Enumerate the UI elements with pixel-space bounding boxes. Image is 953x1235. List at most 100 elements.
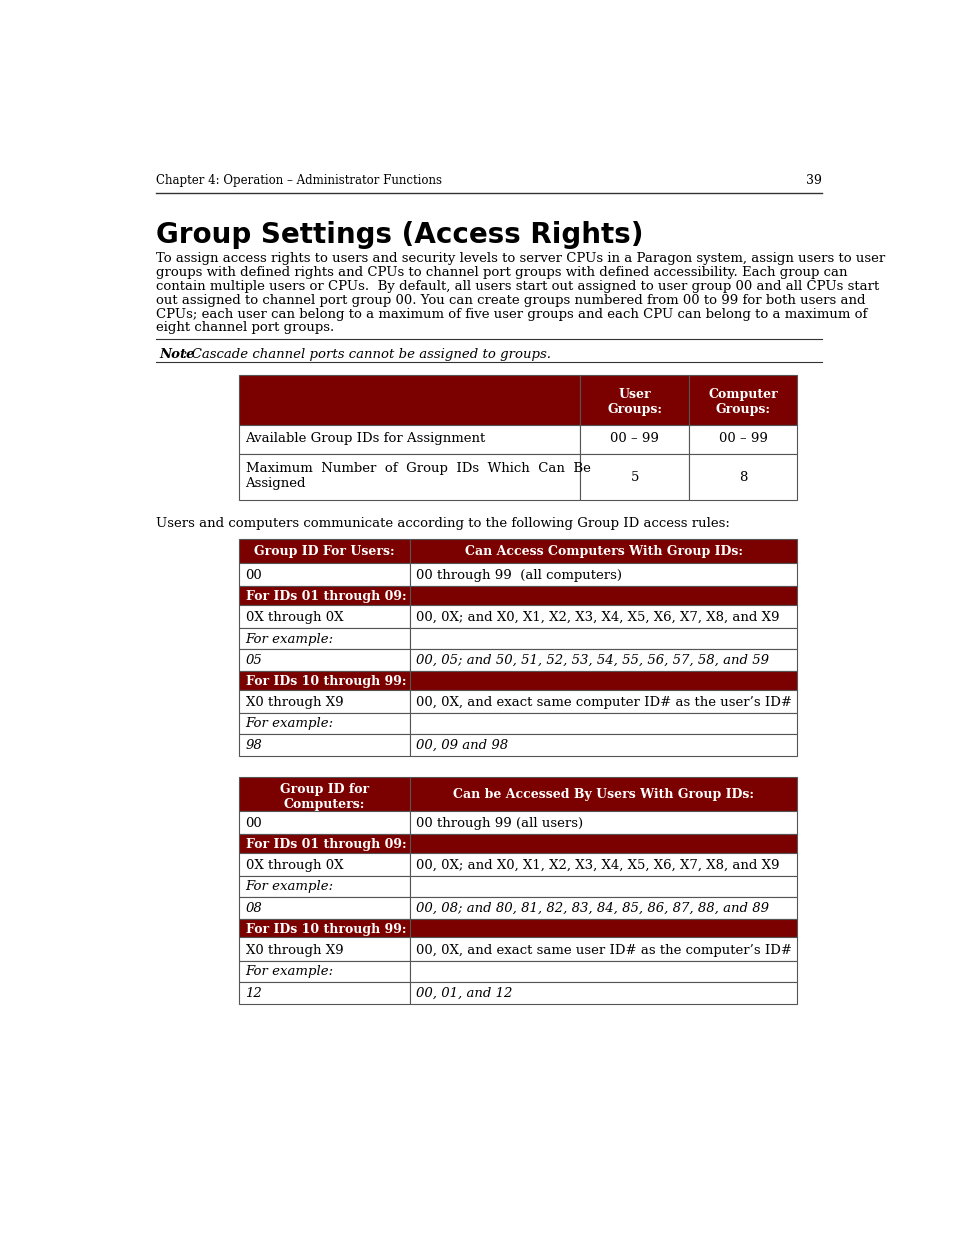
- Text: 00: 00: [245, 569, 262, 583]
- Bar: [239, 650, 410, 671]
- Text: For IDs 10 through 99:: For IDs 10 through 99:: [245, 923, 406, 936]
- Bar: [410, 734, 797, 756]
- Text: 00, 09 and 98: 00, 09 and 98: [416, 739, 508, 752]
- Text: 98: 98: [245, 739, 262, 752]
- Text: Group ID For Users:: Group ID For Users:: [254, 545, 395, 558]
- Bar: [239, 835, 410, 852]
- Text: For example:: For example:: [245, 881, 334, 893]
- Text: groups with defined rights and CPUs to channel port groups with defined accessib: groups with defined rights and CPUs to c…: [155, 266, 846, 279]
- Text: Can Access Computers With Group IDs:: Can Access Computers With Group IDs:: [464, 545, 741, 558]
- Bar: [410, 982, 797, 1004]
- Bar: [239, 876, 410, 898]
- Text: 00, 01, and 12: 00, 01, and 12: [416, 987, 512, 999]
- Text: Available Group IDs for Assignment: Available Group IDs for Assignment: [245, 432, 485, 446]
- Bar: [239, 734, 410, 756]
- Bar: [239, 898, 410, 919]
- Bar: [688, 425, 797, 454]
- Text: 00, 0X, and exact same user ID# as the computer’s ID#: 00, 0X, and exact same user ID# as the c…: [416, 944, 791, 957]
- Bar: [410, 852, 797, 876]
- Text: 39: 39: [805, 174, 821, 186]
- Bar: [239, 605, 410, 627]
- Bar: [410, 835, 797, 852]
- Bar: [239, 374, 579, 425]
- Bar: [410, 937, 797, 961]
- Text: : Cascade channel ports cannot be assigned to groups.: : Cascade channel ports cannot be assign…: [183, 348, 550, 362]
- Text: 0X through 0X: 0X through 0X: [245, 858, 343, 872]
- Bar: [239, 982, 410, 1004]
- Text: 00, 05; and 50, 51, 52, 53, 54, 55, 56, 57, 58, and 59: 00, 05; and 50, 51, 52, 53, 54, 55, 56, …: [416, 655, 768, 667]
- Text: 05: 05: [245, 655, 262, 667]
- Bar: [410, 671, 797, 689]
- Text: contain multiple users or CPUs.  By default, all users start out assigned to use: contain multiple users or CPUs. By defau…: [155, 280, 878, 293]
- Bar: [239, 538, 410, 563]
- Text: 00, 0X, and exact same computer ID# as the user’s ID#: 00, 0X, and exact same computer ID# as t…: [416, 695, 791, 709]
- Bar: [410, 811, 797, 835]
- Text: Computer
Groups:: Computer Groups:: [707, 389, 778, 416]
- Text: 8: 8: [739, 471, 746, 484]
- Bar: [579, 374, 688, 425]
- Bar: [239, 689, 410, 713]
- Bar: [410, 777, 797, 811]
- Text: Group ID for
Computers:: Group ID for Computers:: [280, 783, 369, 811]
- Bar: [410, 713, 797, 734]
- Bar: [239, 937, 410, 961]
- Text: X0 through X9: X0 through X9: [245, 695, 343, 709]
- Bar: [239, 563, 410, 587]
- Text: Maximum  Number  of  Group  IDs  Which  Can  Be
Assigned: Maximum Number of Group IDs Which Can Be…: [245, 462, 590, 489]
- Text: CPUs; each user can belong to a maximum of five user groups and each CPU can bel: CPUs; each user can belong to a maximum …: [155, 308, 866, 321]
- Text: Chapter 4: Operation – Administrator Functions: Chapter 4: Operation – Administrator Fun…: [155, 174, 441, 186]
- Bar: [410, 919, 797, 937]
- Bar: [688, 374, 797, 425]
- Bar: [410, 650, 797, 671]
- Bar: [410, 876, 797, 898]
- Bar: [410, 587, 797, 605]
- Text: 12: 12: [245, 987, 262, 999]
- Text: 00, 08; and 80, 81, 82, 83, 84, 85, 86, 87, 88, and 89: 00, 08; and 80, 81, 82, 83, 84, 85, 86, …: [416, 902, 768, 915]
- Text: For IDs 10 through 99:: For IDs 10 through 99:: [245, 674, 406, 688]
- Text: 0X through 0X: 0X through 0X: [245, 611, 343, 624]
- Text: 00 through 99  (all computers): 00 through 99 (all computers): [416, 569, 621, 583]
- Bar: [239, 425, 579, 454]
- Bar: [410, 627, 797, 650]
- Bar: [239, 811, 410, 835]
- Text: For example:: For example:: [245, 718, 334, 730]
- Bar: [410, 538, 797, 563]
- Text: User
Groups:: User Groups:: [606, 389, 661, 416]
- Text: 00 – 99: 00 – 99: [718, 432, 767, 446]
- Bar: [239, 671, 410, 689]
- Bar: [239, 919, 410, 937]
- Text: To assign access rights to users and security levels to server CPUs in a Paragon: To assign access rights to users and sec…: [155, 252, 884, 266]
- Text: out assigned to channel port group 00. You can create groups numbered from 00 to: out assigned to channel port group 00. Y…: [155, 294, 864, 306]
- Text: 00: 00: [245, 818, 262, 830]
- Text: 00 – 99: 00 – 99: [610, 432, 659, 446]
- Text: For IDs 01 through 09:: For IDs 01 through 09:: [245, 590, 406, 603]
- Bar: [688, 454, 797, 500]
- Bar: [410, 689, 797, 713]
- Bar: [410, 961, 797, 982]
- Text: X0 through X9: X0 through X9: [245, 944, 343, 957]
- Text: 00 through 99 (all users): 00 through 99 (all users): [416, 818, 582, 830]
- Text: Can be Accessed By Users With Group IDs:: Can be Accessed By Users With Group IDs:: [453, 788, 753, 802]
- Text: For IDs 01 through 09:: For IDs 01 through 09:: [245, 839, 406, 851]
- Text: For example:: For example:: [245, 632, 334, 646]
- Bar: [410, 563, 797, 587]
- Text: Note: Note: [159, 348, 194, 362]
- Bar: [579, 454, 688, 500]
- Bar: [239, 713, 410, 734]
- Text: Users and computers communicate according to the following Group ID access rules: Users and computers communicate accordin…: [155, 517, 729, 530]
- Text: For example:: For example:: [245, 966, 334, 978]
- Bar: [410, 898, 797, 919]
- Text: 5: 5: [630, 471, 639, 484]
- Bar: [239, 777, 410, 811]
- Text: eight channel port groups.: eight channel port groups.: [155, 321, 334, 335]
- Bar: [239, 852, 410, 876]
- Bar: [239, 587, 410, 605]
- Text: 00, 0X; and X0, X1, X2, X3, X4, X5, X6, X7, X8, and X9: 00, 0X; and X0, X1, X2, X3, X4, X5, X6, …: [416, 611, 779, 624]
- Text: 00, 0X; and X0, X1, X2, X3, X4, X5, X6, X7, X8, and X9: 00, 0X; and X0, X1, X2, X3, X4, X5, X6, …: [416, 858, 779, 872]
- Bar: [239, 627, 410, 650]
- Bar: [410, 605, 797, 627]
- Bar: [579, 425, 688, 454]
- Bar: [239, 961, 410, 982]
- Text: 08: 08: [245, 902, 262, 915]
- Text: Group Settings (Access Rights): Group Settings (Access Rights): [155, 221, 642, 249]
